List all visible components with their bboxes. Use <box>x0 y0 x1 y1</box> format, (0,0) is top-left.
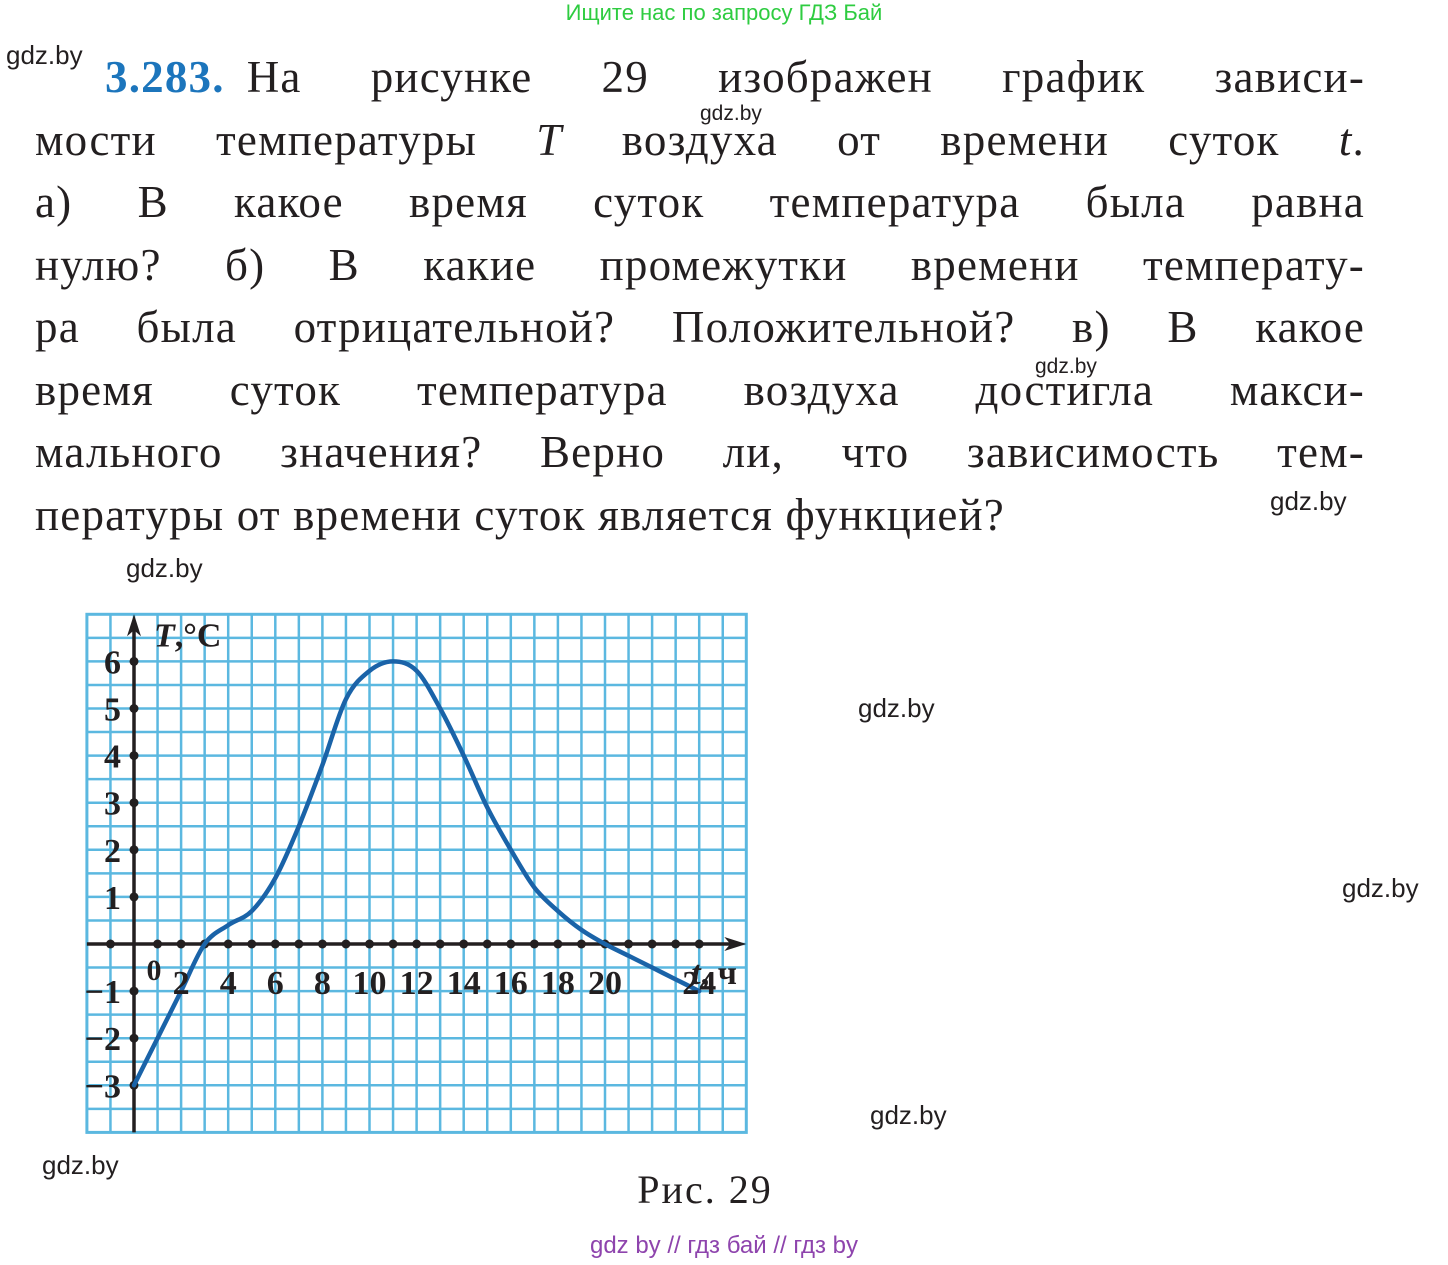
problem-line-1-text: На рисунке 29 изображен график зависи- <box>246 52 1365 102</box>
problem-text: 3.283. На рисунке 29 изображен график зав… <box>35 46 1365 546</box>
x-tick-label: 4 <box>220 965 237 1002</box>
y-tick-label: −3 <box>85 1068 121 1105</box>
y-axis-tick-dot <box>129 656 139 666</box>
chart-series <box>131 659 702 1088</box>
y-axis-tick-dot <box>129 751 139 761</box>
watermark: gdz.by <box>42 1150 119 1180</box>
x-tick-label: 8 <box>314 965 331 1002</box>
problem-line-2-part-a: мости температуры <box>35 114 537 165</box>
y-axis-tick-dot <box>129 1033 139 1043</box>
problem-number: 3.283. <box>105 52 225 102</box>
problem-line-2-part-b: воздуха от времени суток <box>562 114 1339 165</box>
variable-t: t <box>1338 114 1353 165</box>
problem-line-2: мости температуры T воздуха от времени с… <box>35 109 1365 172</box>
x-tick-label: 10 <box>353 965 387 1002</box>
variable-T: T <box>536 114 563 165</box>
y-tick-label: 3 <box>104 786 121 823</box>
x-axis-tick-dot <box>105 939 115 949</box>
x-axis-tick-dot <box>176 939 186 949</box>
x-axis-title: t, ч <box>691 955 737 992</box>
y-tick-label: 1 <box>104 880 121 917</box>
y-tick-label: −2 <box>85 1021 121 1058</box>
y-tick-label: 5 <box>104 692 121 729</box>
x-axis-tick-dot <box>506 939 516 949</box>
x-tick-label: 20 <box>588 965 622 1002</box>
y-axis-tick-dot <box>129 986 139 996</box>
top-banner[interactable]: Ищите нас по запросу ГДЗ Бай <box>565 0 883 25</box>
y-axis-tick-dot <box>129 892 139 902</box>
x-axis-tick-dot <box>529 939 539 949</box>
problem-line-3: а) В какое время суток температура была … <box>35 177 1365 227</box>
y-axis-title: T,°C <box>154 617 221 654</box>
x-axis-arrow <box>724 937 747 951</box>
x-tick-label: 6 <box>267 965 284 1002</box>
y-axis-arrow <box>127 614 141 637</box>
x-axis-tick-dot <box>341 939 351 949</box>
problem-line-7: мального значения? Верно ли, что зависим… <box>35 427 1365 477</box>
x-axis-tick-dot <box>412 939 422 949</box>
x-axis-tick-dot <box>553 939 563 949</box>
temperature-curve <box>131 659 702 1088</box>
x-axis-tick-dot <box>435 939 445 949</box>
problem-line-1: 3.283. На рисунке 29 изображен график зав… <box>35 46 1365 109</box>
problem-line-8: пературы от времени суток является функц… <box>35 489 1005 540</box>
x-tick-label: 14 <box>447 965 481 1002</box>
x-axis-tick-dot <box>247 939 257 949</box>
problem-line-2-part-c: . <box>1352 114 1365 165</box>
x-tick-label: 16 <box>494 965 528 1002</box>
x-axis-tick-dot <box>647 939 657 949</box>
x-axis-tick-dot <box>294 939 304 949</box>
watermark: gdz.by <box>1035 355 1097 378</box>
watermark: gdz.by <box>858 693 935 723</box>
y-axis-tick-dot <box>129 845 139 855</box>
problem-line-4: нулю? б) В какие промежутки времени темп… <box>35 239 1365 290</box>
y-tick-label: 2 <box>104 833 121 870</box>
origin-label: 0 <box>147 954 162 987</box>
x-tick-label: 2 <box>173 965 190 1002</box>
x-axis-tick-dot <box>482 939 492 949</box>
x-axis-tick-dot <box>317 939 327 949</box>
x-axis-tick-dot <box>459 939 469 949</box>
watermark: gdz.by <box>1342 873 1419 903</box>
watermark: gdz.by <box>126 553 203 583</box>
y-tick-label: −1 <box>85 974 121 1011</box>
x-axis-tick-dot <box>671 939 681 949</box>
x-axis-tick-dot <box>153 939 163 949</box>
problem-line-5: ра была отрицательной? Положительной? в)… <box>35 302 1365 352</box>
y-axis-tick-dot <box>129 798 139 808</box>
x-axis-tick-dot <box>388 939 398 949</box>
x-tick-label: 12 <box>400 965 434 1002</box>
y-tick-label: 6 <box>104 644 121 681</box>
figure-caption: Рис. 29 <box>637 1167 773 1212</box>
y-tick-label: 4 <box>104 739 121 776</box>
x-axis-tick-dot <box>624 939 634 949</box>
x-axis-tick-dot <box>365 939 374 949</box>
footer-links[interactable]: gdz by // гдз бай // гдз by <box>589 1232 859 1259</box>
watermark: gdz.by <box>1270 486 1347 516</box>
x-axis-tick-dot <box>576 939 586 949</box>
watermark: gdz.by <box>870 1100 947 1130</box>
x-axis-tick-dot <box>694 939 704 949</box>
x-tick-label: 18 <box>541 965 575 1002</box>
x-axis-tick-dot <box>270 939 280 949</box>
chart-ticks <box>105 656 704 1090</box>
problem-line-6: время суток температура воздуха достигла… <box>35 364 1365 415</box>
watermark: gdz.by <box>6 40 83 70</box>
x-tick-label: 24 <box>682 965 716 1002</box>
x-axis-tick-dot <box>223 939 233 949</box>
watermark: gdz.by <box>700 102 762 125</box>
y-axis-tick-dot <box>129 704 139 713</box>
chart-grid <box>85 612 748 1134</box>
